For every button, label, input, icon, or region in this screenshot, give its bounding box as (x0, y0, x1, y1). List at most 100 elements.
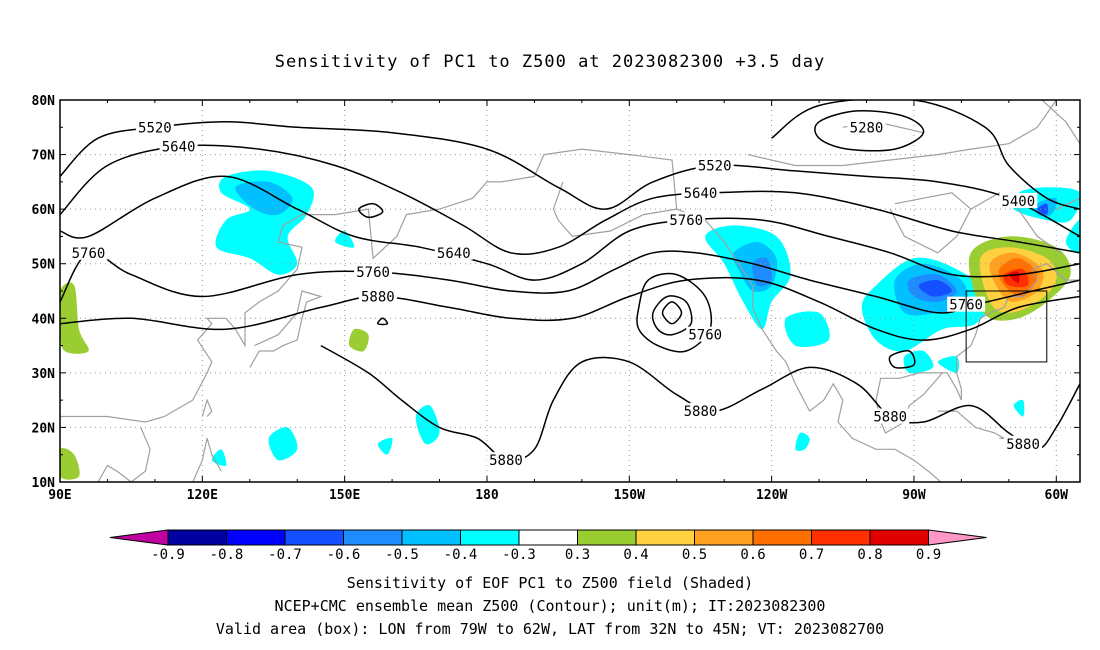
colorbar-tick-label: 0.6 (740, 547, 765, 563)
contour-label-bg (1004, 435, 1043, 451)
contour-label-bg (159, 138, 198, 154)
lat-tick-label: 40N (32, 312, 56, 327)
coastline-segment (889, 192, 972, 254)
colorbar-tick-label: -0.4 (444, 547, 478, 563)
coastline-segment (676, 208, 942, 482)
plot-frame (59, 99, 1081, 483)
z500-contour-line (358, 202, 384, 219)
colorbar-tick-label: 0.3 (565, 547, 590, 563)
coastline-segment (880, 263, 1080, 434)
footer-line-valid-area: Valid area (box): LON from 79W to 62W, L… (215, 620, 885, 638)
sensitivity-patch (60, 447, 80, 480)
lon-tick-label: 120W (756, 488, 787, 503)
sensitivity-patch (795, 432, 810, 452)
sensitivity-patch (334, 230, 355, 248)
z500-contour-line (771, 100, 1080, 210)
coastline-segment (747, 100, 1057, 167)
z500-contour-line (60, 121, 1080, 238)
colorbar-high-extend (928, 529, 987, 546)
contour-label-bg (681, 403, 720, 419)
coastline-segment (970, 192, 1062, 254)
colorbar-low-extend (109, 529, 169, 546)
contour-label-bg (486, 452, 525, 468)
coastline-segment (543, 148, 678, 238)
colorbar-swatch (694, 529, 754, 546)
contour-label: 5880 (361, 289, 395, 305)
lon-tick-label: 150W (614, 488, 645, 503)
sensitivity-patch (235, 181, 293, 216)
lon-tick-label: 120E (187, 488, 218, 503)
contour-label: 5880 (1006, 437, 1040, 453)
sensitivity-patch (348, 328, 369, 352)
sensitivity-patch (1013, 399, 1025, 417)
contour-label-bg (871, 408, 910, 424)
z500-contour-line (60, 276, 1080, 341)
contour-label-bg (69, 244, 108, 260)
contour-label: 5640 (437, 246, 471, 262)
sensitivity-patch (1037, 203, 1048, 215)
sensitivity-patch (60, 282, 89, 354)
colorbar-tick-label: -0.5 (385, 547, 419, 563)
sensitivity-patch (268, 427, 298, 461)
z500-contour-line (661, 301, 683, 325)
lat-tick-label: 20N (32, 421, 56, 436)
lat-tick-label: 60N (32, 203, 56, 218)
sensitivity-patch (918, 279, 952, 297)
colorbar-swatch (869, 529, 929, 546)
colorbar-tick-label: 0.8 (857, 547, 882, 563)
lat-tick-label: 50N (32, 258, 56, 273)
lon-tick-label: 180 (475, 488, 499, 503)
contour-label-bg (999, 192, 1038, 208)
lat-tick-label: 70N (32, 149, 56, 164)
contour-label-bg (681, 184, 720, 200)
z500-contour-line (60, 175, 1080, 281)
contour-label-bg (686, 326, 725, 342)
contour-label: 5520 (698, 158, 732, 174)
z500-contour-line (814, 109, 925, 152)
contour-label: 5880 (489, 453, 523, 469)
colorbar-swatch (226, 529, 286, 546)
colorbar-swatch (401, 529, 461, 546)
colorbar-tick-label: 0.5 (682, 547, 707, 563)
contour-label: 5880 (684, 404, 718, 420)
map-title: Sensitivity of PC1 to Z500 at 2023082300… (274, 52, 826, 72)
sensitivity-patch (903, 350, 934, 374)
colorbar-swatch (635, 529, 695, 546)
colorbar-tick-label: -0.9 (151, 547, 185, 563)
sensitivity-patch (1065, 220, 1080, 254)
sensitivity-shading (60, 170, 1080, 480)
coastline-segment (201, 398, 213, 417)
coastline-segment (97, 427, 151, 482)
colorbar: -0.9 -0.8 -0.7 -0.6 -0.5 -0.4 -0.3 0.3 0.4 0.5 0.6… (109, 529, 987, 563)
footer-line-contour: NCEP+CMC ensemble mean Z500 (Contour); u… (274, 597, 826, 615)
lat-tick-label: 80N (32, 94, 56, 109)
contour-label-bg (695, 157, 734, 173)
colorbar-tick-label: -0.3 (502, 547, 536, 563)
contour-label-bg (847, 119, 886, 135)
lat-tick-label: 10N (32, 476, 56, 491)
colorbar-swatch (343, 529, 403, 546)
colorbar-tick-label: 0.7 (799, 547, 824, 563)
colorbar-swatch (460, 529, 520, 546)
contour-label: 5880 (873, 410, 907, 426)
contour-labels: 5520 5640 5760 5640 5760 5880 5520 5640 5760 5760… (69, 119, 1043, 469)
footer-line-shading: Sensitivity of EOF PC1 to Z500 field (Sh… (346, 574, 754, 592)
z500-contour-line (377, 317, 389, 326)
graticule (59, 100, 1080, 482)
coastline-segment (249, 290, 323, 368)
sensitivity-patch (937, 356, 960, 373)
contour-label: 5640 (162, 139, 196, 155)
lon-tick-label: 150E (329, 488, 360, 503)
valid-area-box (965, 290, 1048, 363)
contour-label-bg (135, 119, 174, 135)
sensitivity-patch (377, 437, 393, 455)
sensitivity-patch (784, 311, 830, 348)
coastline-segment (1056, 197, 1080, 210)
contour-label: 5640 (684, 186, 718, 202)
colorbar-swatch (167, 529, 227, 546)
contour-label-bg (667, 212, 706, 228)
contour-label: 5520 (138, 120, 172, 136)
